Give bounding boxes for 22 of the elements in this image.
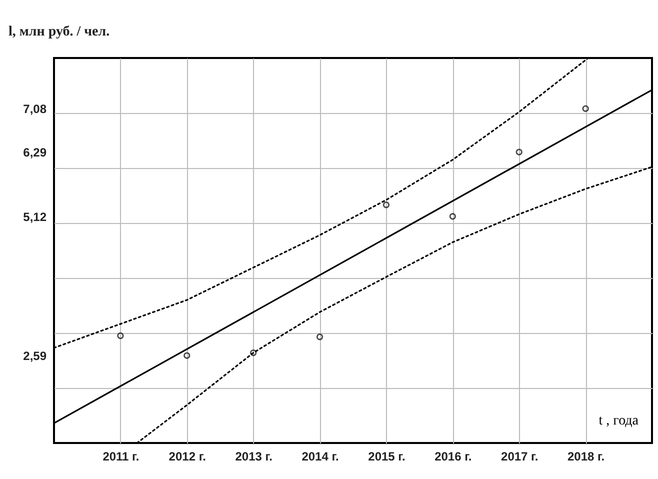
point — [250, 349, 257, 356]
x-tick-label: 2011 г. — [102, 450, 140, 464]
x-tick-label: 2017 г. — [501, 450, 538, 464]
x-tick-label: 2018 г. — [567, 450, 605, 464]
x-axis-title: t , года — [598, 414, 640, 428]
point — [516, 148, 522, 156]
y-tick-label: 7,08 — [23, 102, 47, 116]
x-tick-label: 2014 г. — [302, 450, 339, 464]
point — [582, 105, 589, 112]
y-axis-title: l, млн руб. / чел. — [8, 24, 110, 40]
y-tick-label: 5,12 — [23, 210, 47, 224]
point — [449, 213, 456, 220]
point — [382, 202, 390, 208]
x-tick-label: 2015 г. — [368, 450, 406, 464]
point — [117, 332, 124, 340]
point — [184, 352, 190, 359]
y-tick-label: 2,59 — [23, 349, 47, 364]
x-tick-label: 2012 г. — [168, 450, 206, 464]
x-tick-label: 2016 г. — [434, 450, 472, 464]
y-tick-label: 6,29 — [23, 146, 47, 160]
point — [316, 334, 324, 340]
x-tick-label: 2013 г. — [235, 450, 272, 464]
